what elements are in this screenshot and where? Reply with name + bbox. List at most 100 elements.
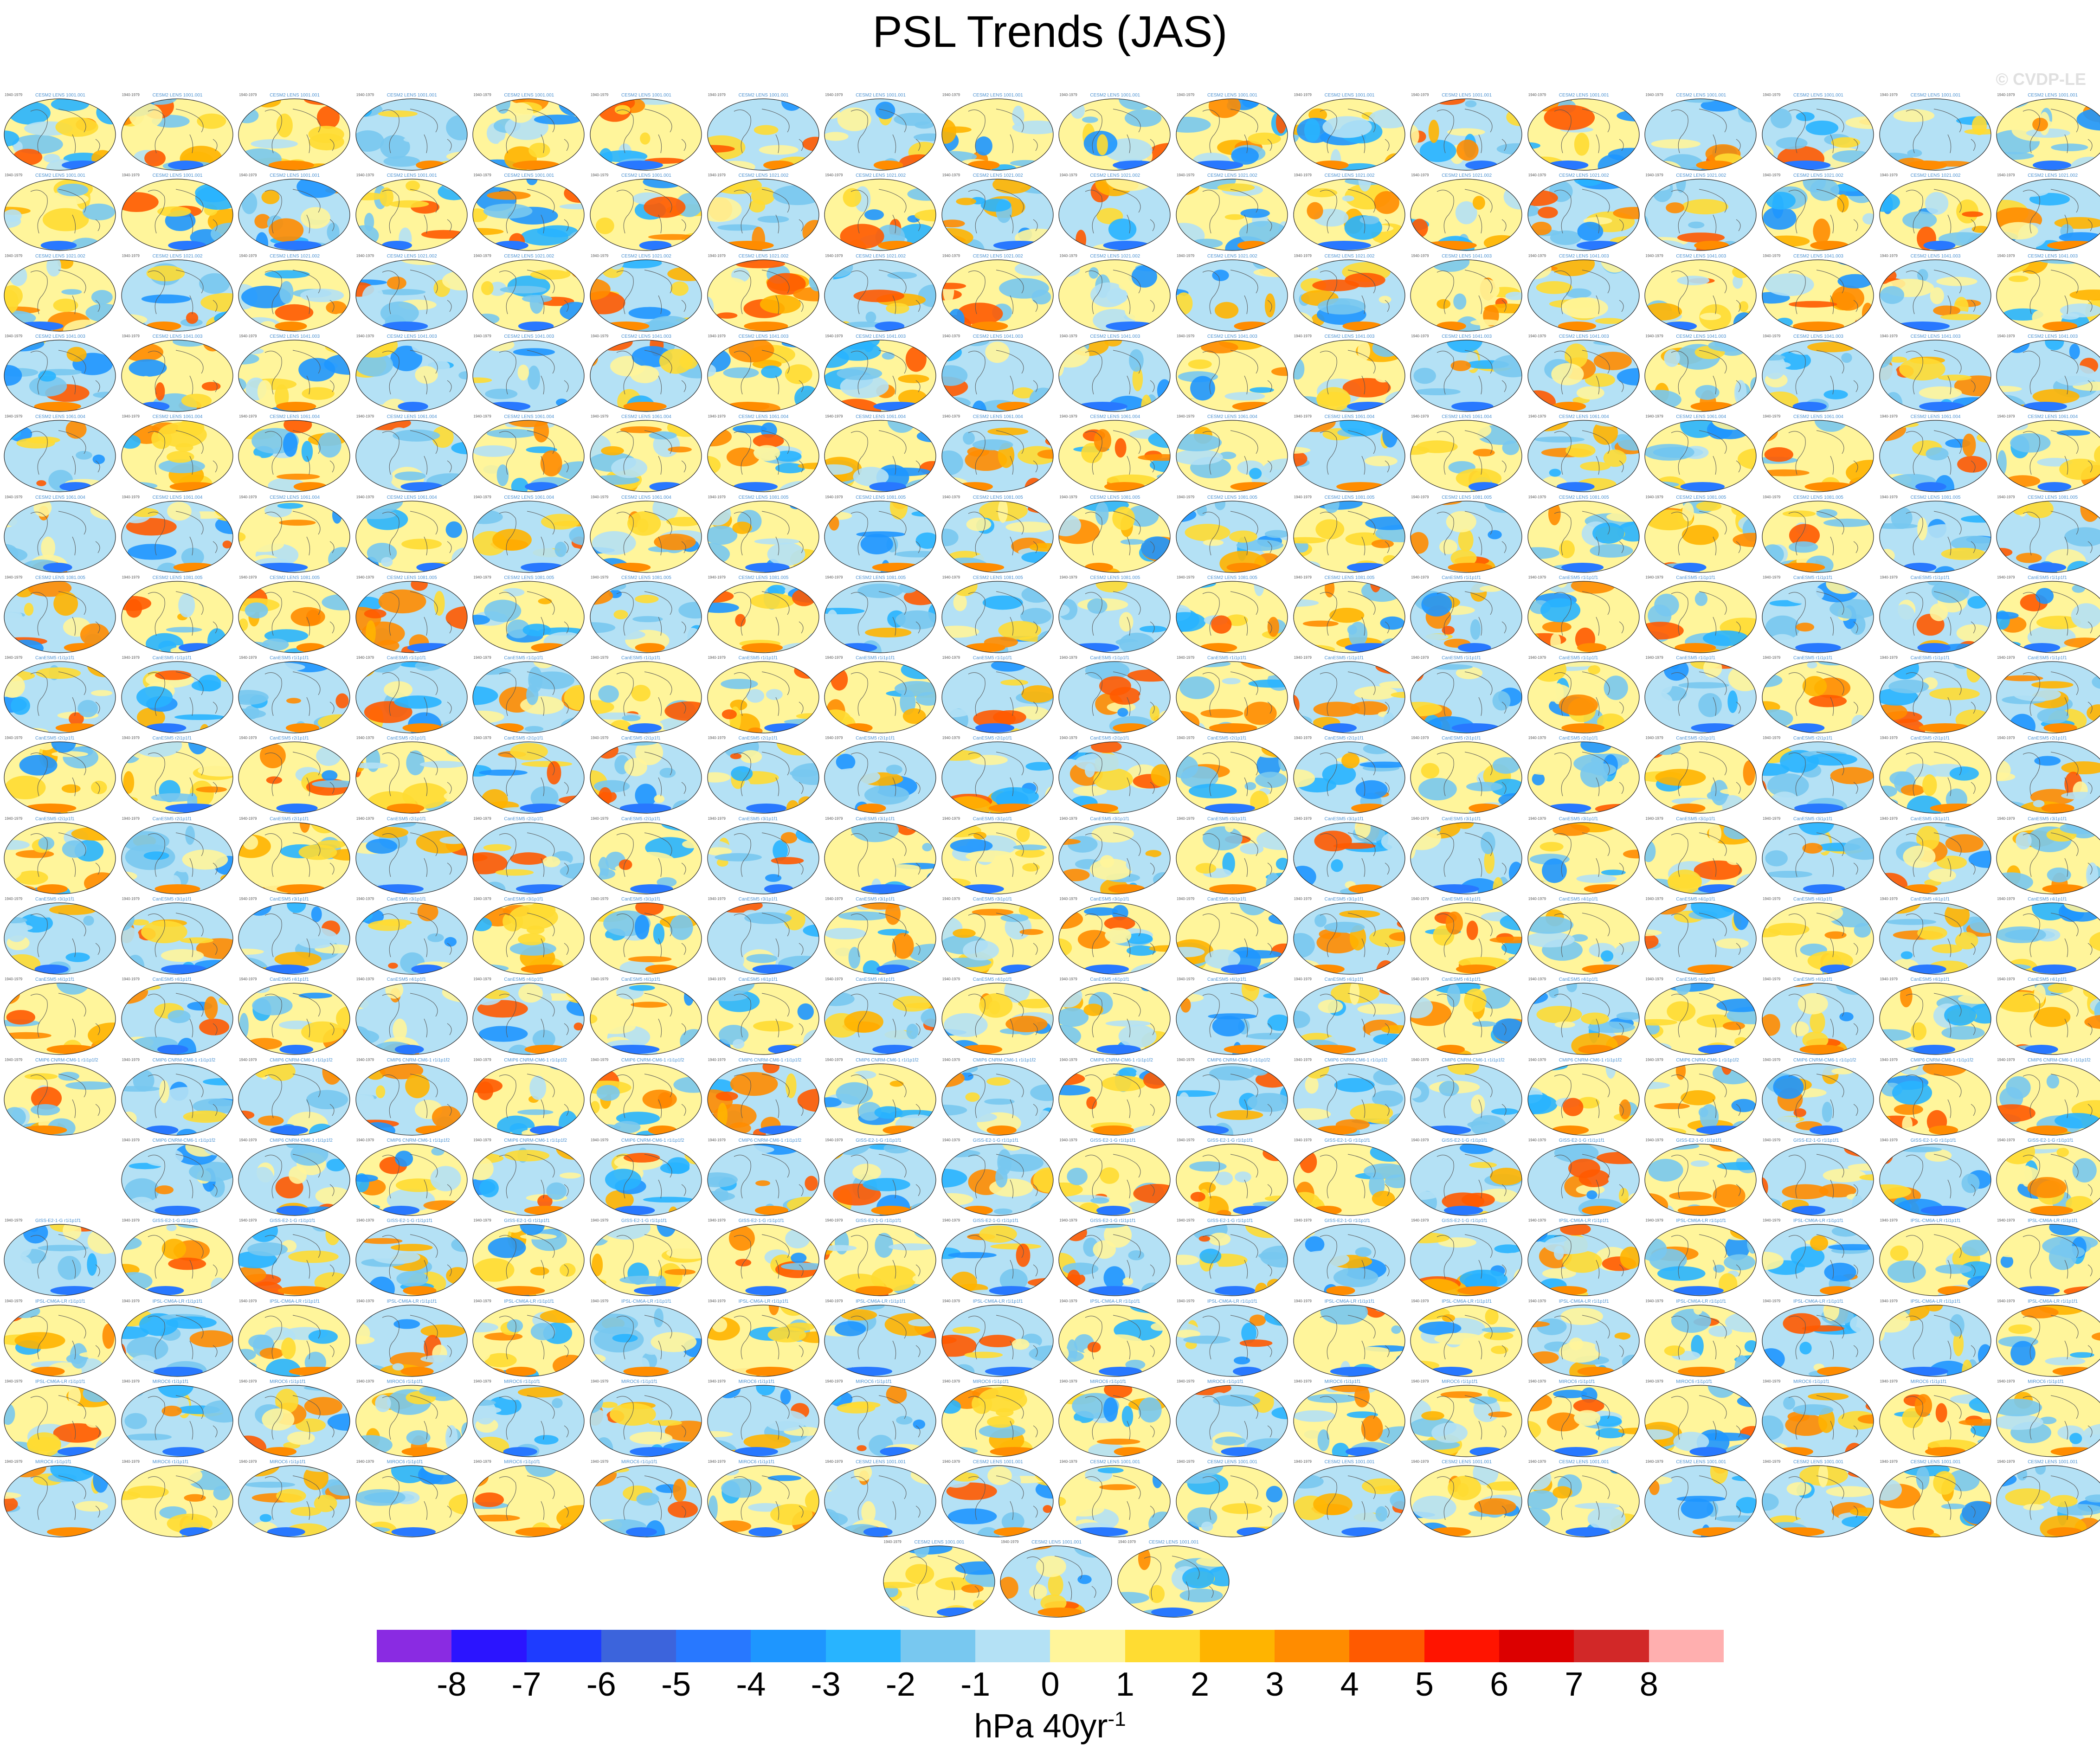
panel-year-range: 1940-1979 xyxy=(1411,575,1429,579)
trend-anomaly xyxy=(528,142,550,158)
panel-year-range: 1940-1979 xyxy=(1763,495,1781,499)
trend-map xyxy=(1644,581,1757,653)
map-panel: 1940-1979 CESM2 LENS 1041.003 xyxy=(237,334,351,414)
trend-anomaly xyxy=(590,868,616,880)
trend-map xyxy=(1058,340,1171,412)
trend-anomaly xyxy=(2076,108,2100,131)
trend-anomaly xyxy=(1201,341,1238,354)
trend-anomaly xyxy=(599,787,612,806)
coastline xyxy=(1788,270,1858,314)
trend-anomaly xyxy=(2034,756,2061,766)
trend-anomaly xyxy=(90,690,113,696)
trend-anomaly xyxy=(473,823,482,836)
trend-anomaly xyxy=(1891,506,1913,529)
trend-map xyxy=(121,822,233,894)
trend-anomaly xyxy=(34,965,69,974)
trend-anomaly xyxy=(2025,501,2054,518)
trend-anomaly xyxy=(1668,869,1702,894)
trend-anomaly xyxy=(783,114,807,128)
trend-anomaly xyxy=(1546,804,1591,813)
trend-anomaly xyxy=(1795,643,1841,652)
panel-title: CESM2 LENS 1021.002 xyxy=(738,173,789,179)
trend-anomaly xyxy=(1941,1026,1985,1040)
trend-map xyxy=(238,500,350,573)
panel-year-range: 1940-1979 xyxy=(591,334,609,338)
trend-anomaly xyxy=(789,770,818,778)
trend-anomaly xyxy=(826,610,839,635)
trend-anomaly xyxy=(1536,881,1558,892)
map-panel: 1940-1979 CESM2 LENS 1061.004 xyxy=(471,495,586,575)
panel-year-range: 1940-1979 xyxy=(1997,656,2015,660)
trend-anomaly xyxy=(15,849,54,858)
map-panel: 1940-1979 CanESM5 r2i1p1f1 xyxy=(589,817,703,896)
map-panel: 1940-1979 CanESM5 r4i1p1f1 xyxy=(940,977,1055,1057)
trend-anomaly xyxy=(1803,884,1845,894)
map-panel: 1940-1979 CESM2 LENS 1021.002 xyxy=(706,254,820,334)
map-panel: 1940-1979 CESM2 LENS 1041.003 xyxy=(1175,334,1289,414)
panel-year-range: 1940-1979 xyxy=(1763,173,1781,178)
panel-year-range: 1940-1979 xyxy=(356,334,374,338)
trend-anomaly xyxy=(355,763,388,769)
trend-anomaly xyxy=(1436,1045,1465,1055)
trend-anomaly xyxy=(445,521,462,538)
map-panel: 1940-1979 CanESM5 r3i1p1f1 xyxy=(471,897,586,977)
trend-map xyxy=(1293,902,1405,975)
map-panel: 1940-1979 CESM2 LENS 1021.002 xyxy=(1292,173,1406,253)
trend-anomaly xyxy=(853,289,905,302)
trend-map xyxy=(941,98,1054,171)
trend-anomaly xyxy=(889,1080,904,1087)
map-panel: 1940-1979 CanESM5 r4i1p1f1 xyxy=(237,977,351,1057)
trend-anomaly xyxy=(1792,401,1827,411)
trend-anomaly xyxy=(16,321,64,331)
trend-map xyxy=(707,500,819,573)
trend-anomaly xyxy=(207,628,226,653)
map-border xyxy=(707,179,819,251)
trend-anomaly xyxy=(886,302,909,314)
trend-anomaly xyxy=(1244,701,1277,725)
trend-anomaly xyxy=(13,141,23,153)
trend-anomaly xyxy=(741,643,783,652)
map-panel: 1940-1979 CESM2 LENS 1041.003 xyxy=(1878,254,1992,334)
coastline xyxy=(968,270,1038,314)
trend-anomaly xyxy=(693,340,702,354)
trend-anomaly xyxy=(1342,195,1354,202)
trend-anomaly xyxy=(1411,197,1439,220)
panel-year-range: 1940-1979 xyxy=(591,1057,609,1062)
panel-year-range: 1940-1979 xyxy=(591,173,609,178)
trend-anomaly xyxy=(1240,208,1270,219)
panel-title: CESM2 LENS 1001.001 xyxy=(1676,93,1726,98)
trend-anomaly xyxy=(1831,137,1860,148)
trend-anomaly xyxy=(1374,369,1391,383)
trend-anomaly xyxy=(1699,120,1733,135)
trend-map xyxy=(1410,98,1522,171)
trend-anomaly xyxy=(1264,293,1275,317)
trend-anomaly xyxy=(378,589,426,613)
trend-anomaly xyxy=(400,482,443,492)
trend-map xyxy=(941,1063,1054,1136)
trend-anomaly xyxy=(388,963,398,969)
panel-year-range: 1940-1979 xyxy=(1294,736,1312,740)
trend-anomaly xyxy=(24,804,77,813)
map-panel: 1940-1979 CESM2 LENS 1041.003 xyxy=(1761,334,1875,414)
coastline xyxy=(1085,270,1155,314)
trend-anomaly xyxy=(941,340,959,351)
map-panel: 1940-1979 CanESM5 r4i1p1f1 xyxy=(1175,977,1289,1057)
trend-anomaly xyxy=(780,832,797,843)
map-border xyxy=(590,179,702,251)
trend-map xyxy=(824,98,936,171)
trend-anomaly xyxy=(1601,869,1626,875)
panel-year-range: 1940-1979 xyxy=(1059,656,1077,660)
trend-map xyxy=(1879,340,1991,412)
map-panel: 1940-1979 CESM2 LENS 1061.004 xyxy=(589,495,703,575)
panel-year-range: 1940-1979 xyxy=(1997,334,2015,338)
trend-anomaly xyxy=(1012,120,1053,135)
trend-anomaly xyxy=(869,482,907,492)
trend-anomaly xyxy=(247,455,262,462)
trend-anomaly xyxy=(1119,632,1155,653)
trend-anomaly xyxy=(1529,302,1542,327)
trend-anomaly xyxy=(1733,905,1749,930)
map-panel: 1940-1979 CESM2 LENS 1001.001 xyxy=(1995,93,2100,173)
trend-map xyxy=(4,822,116,894)
trend-anomaly xyxy=(2005,475,2041,487)
trend-map xyxy=(472,179,585,251)
